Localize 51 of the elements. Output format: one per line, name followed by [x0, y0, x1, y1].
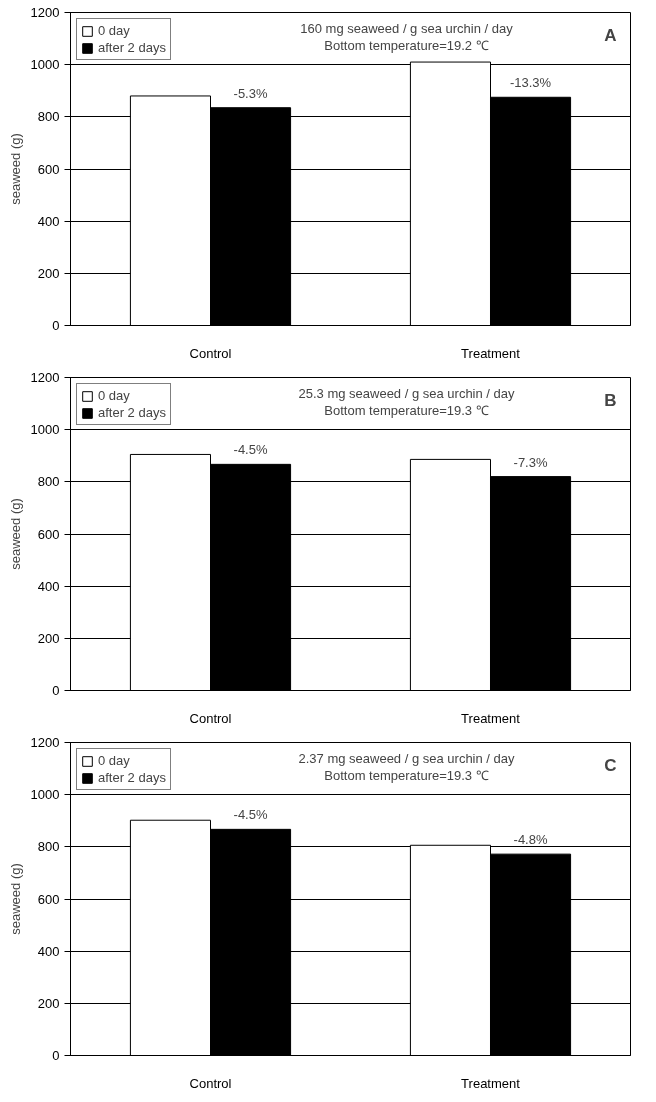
y-tick-label: 400 [37, 943, 60, 959]
annotation: A [604, 26, 617, 46]
y-tick-label: 600 [37, 891, 60, 907]
x-tick-label: Control [189, 345, 232, 361]
y-tick-label: 800 [37, 474, 60, 490]
annotation: -7.3% [513, 454, 548, 470]
y-axis-title: seaweed (g) [7, 863, 23, 935]
y-tick-label: 400 [37, 213, 60, 229]
annotation: C [604, 756, 617, 776]
legend-label: after 2 days [98, 770, 166, 785]
y-tick-label: 1000 [30, 422, 60, 438]
annotation: Bottom temperature=19.3 ℃ [324, 767, 489, 783]
x-tick-label: Treatment [461, 345, 521, 361]
y-axis-title: seaweed (g) [7, 133, 23, 205]
annotation: 2.37 mg seaweed / g sea urchin / day [298, 750, 516, 766]
annotation: B [604, 391, 617, 411]
annotation: Bottom temperature=19.2 ℃ [324, 37, 489, 53]
y-tick-label: 400 [37, 578, 60, 594]
annotation: -4.5% [233, 442, 268, 458]
y-axis-title: seaweed (g) [7, 498, 23, 570]
legend-label: after 2 days [98, 40, 166, 55]
y-tick-label: 0 [52, 318, 60, 333]
x-tick-label: Treatment [461, 1075, 521, 1091]
legend-label: 0 day [98, 753, 130, 768]
annotation: -4.5% [233, 807, 268, 823]
annotation: 160 mg seaweed / g sea urchin / day [300, 20, 514, 36]
y-tick-label: 1000 [30, 787, 60, 803]
x-tick-label: Control [189, 710, 232, 726]
legend-label: 0 day [98, 23, 130, 38]
y-tick-label: 1000 [30, 57, 60, 73]
y-tick-label: 1200 [30, 370, 60, 385]
annotation: -4.8% [513, 832, 548, 848]
y-tick-label: 800 [37, 839, 60, 855]
legend-label: 0 day [98, 388, 130, 403]
y-tick-label: 0 [52, 1048, 60, 1063]
y-tick-label: 600 [37, 161, 60, 177]
y-tick-label: 200 [37, 995, 60, 1011]
y-tick-label: 800 [37, 109, 60, 125]
annotation: -13.3% [509, 75, 552, 91]
y-tick-label: 600 [37, 526, 60, 542]
annotation: Bottom temperature=19.3 ℃ [324, 402, 489, 418]
x-tick-label: Treatment [461, 710, 521, 726]
legend-label: after 2 days [98, 405, 166, 420]
y-tick-label: 0 [52, 683, 60, 698]
y-tick-label: 200 [37, 265, 60, 281]
annotation: 25.3 mg seaweed / g sea urchin / day [298, 385, 516, 401]
annotation: -5.3% [233, 85, 268, 101]
y-tick-label: 1200 [30, 735, 60, 750]
y-tick-label: 200 [37, 630, 60, 646]
y-tick-label: 1200 [30, 5, 60, 20]
x-tick-label: Control [189, 1075, 232, 1091]
